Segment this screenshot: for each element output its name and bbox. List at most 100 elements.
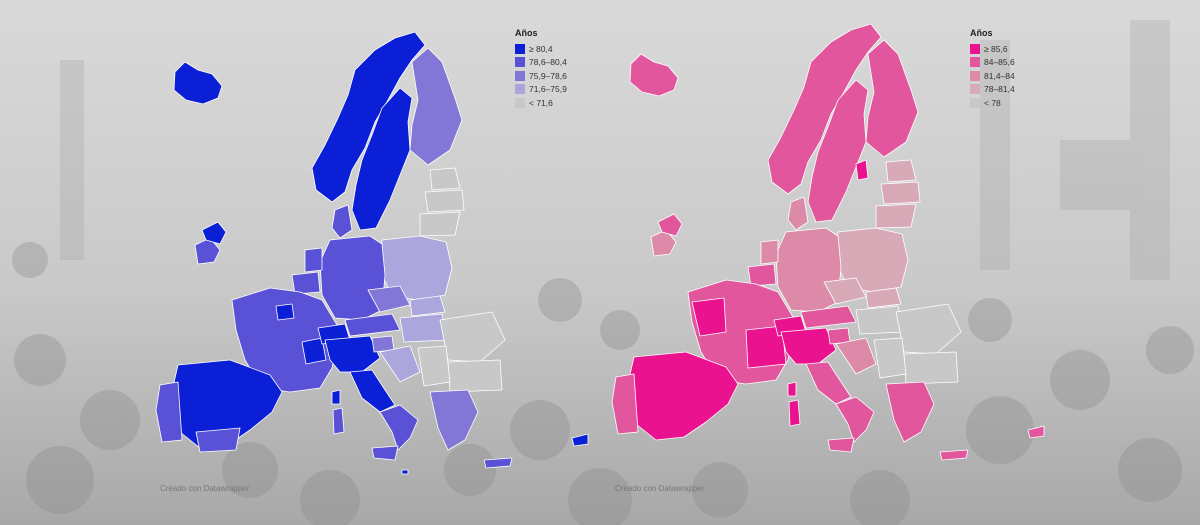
region-paris [275,303,295,321]
region-hungary [855,305,905,335]
region-france [231,287,341,393]
region-czechia [823,277,867,305]
region-norway [311,31,426,203]
europe-map-men [155,31,589,475]
legend-swatch [970,57,980,68]
region-austria [344,313,401,337]
legend-swatch [515,84,525,95]
region-italy-center [805,361,852,405]
legend-women: Años ≥ 85,6 84–85,6 81,4–84 78–81,4 < 78 [970,28,1015,110]
region-croatia [379,345,421,383]
region-slovakia [865,287,902,309]
legend-item: 78–81,4 [970,83,1015,97]
region-netherlands [304,247,323,273]
region-portugal [155,381,183,443]
legend-swatch [970,43,980,54]
region-serbia [873,337,907,379]
region-belgium [747,263,777,287]
legend-label: 78,6–80,4 [529,57,567,68]
region-cyprus [571,433,589,447]
legend-item: 75,9–78,6 [515,69,567,83]
region-romania [895,303,962,355]
legend-label: 75,9–78,6 [529,70,567,81]
region-serbia [417,345,451,387]
region-italy-north [780,327,837,365]
region-austria [800,305,857,329]
legend-men: Años ≥ 80,4 78,6–80,4 75,9–78,6 71,6–75,… [515,28,567,110]
region-croatia [835,337,877,375]
legend-swatch [515,57,525,68]
region-sardinia [332,407,345,435]
region-northern-ireland [201,221,227,245]
region-czechia [367,285,411,313]
region-stockholm [855,159,869,181]
region-finland [409,47,463,166]
region-norway [767,23,882,195]
legend-swatch [970,84,980,95]
region-belgium [291,271,321,295]
region-lithuania [875,203,917,229]
legend-item: 71,6–75,9 [515,83,567,97]
region-bulgaria [447,359,503,393]
region-sicily [371,445,399,461]
legend-label: < 71,6 [529,97,553,108]
region-cyprus [1027,425,1045,439]
region-finland [865,39,919,158]
legend-item: ≥ 80,4 [515,42,567,56]
region-rhone-alpes [745,325,787,369]
region-corsica [787,381,797,397]
datawrapper-credit[interactable]: Creado con Datawrapper [160,484,250,493]
region-crete [939,449,969,461]
region-iceland [629,53,679,97]
legend-label: 81,4–84 [984,70,1015,81]
region-sweden [351,87,413,231]
region-germany [775,227,842,313]
region-italy-south [835,396,875,443]
region-spain [625,351,739,441]
region-sweden [807,79,869,223]
region-andalucia [195,427,241,453]
legend-item: 78,6–80,4 [515,56,567,70]
region-greece [885,381,935,443]
region-sicily [827,437,855,453]
legend-item: < 71,6 [515,96,567,110]
region-denmark [331,204,353,239]
map-panel-women: Años ≥ 85,6 84–85,6 81,4–84 78–81,4 < 78… [600,0,1200,525]
region-estonia [429,167,461,191]
region-italy-north [324,335,381,373]
region-latvia [880,181,921,205]
region-corsica [331,389,341,405]
region-bulgaria [903,351,959,385]
legend-label: 71,6–75,9 [529,84,567,95]
region-estonia [885,159,917,183]
legend-title: Años [970,28,993,38]
region-northern-ireland [657,213,683,237]
legend-swatch [970,70,980,81]
region-germany [319,235,386,321]
legend-label: ≥ 85,6 [984,43,1008,54]
region-netherlands [760,239,779,265]
region-rhone-alpes [301,337,327,365]
region-france-west [691,297,727,337]
region-malta [401,469,409,475]
region-hungary [399,313,449,343]
legend-label: ≥ 80,4 [529,43,553,54]
region-romania [439,311,506,363]
region-lithuania [419,211,461,237]
region-greece [429,389,479,451]
map-panel-men: Años ≥ 80,4 78,6–80,4 75,9–78,6 71,6–75,… [155,28,589,493]
region-iceland [173,61,223,105]
region-denmark [787,196,809,231]
legend-swatch [515,97,525,108]
legend-swatch [515,43,525,54]
legend-item: 81,4–84 [970,69,1015,83]
datawrapper-credit[interactable]: Creado con Datawrapper [615,484,705,493]
legend-label: < 78 [984,97,1001,108]
legend-item: 84–85,6 [970,56,1015,70]
region-slovakia [409,295,446,317]
legend-label: 84–85,6 [984,57,1015,68]
legend-item: < 78 [970,96,1015,110]
region-italy-center [349,369,396,413]
region-portugal [611,373,639,435]
